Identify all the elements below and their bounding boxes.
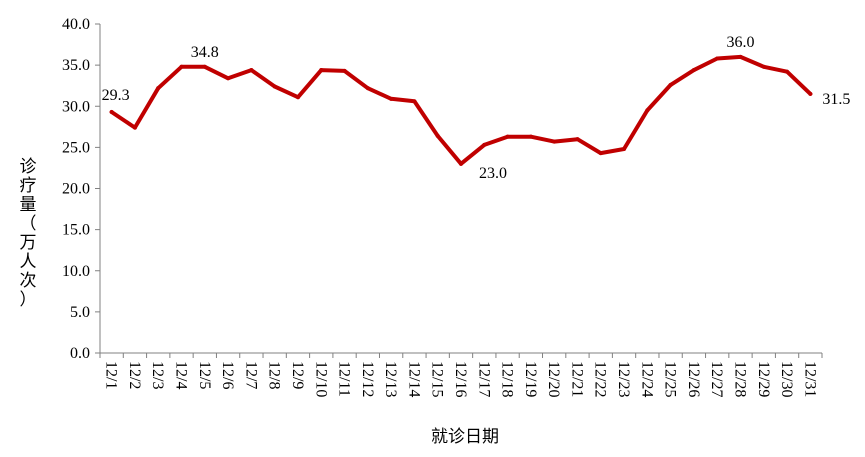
- x-tick-label: 12/21: [568, 361, 585, 397]
- data-label: 29.3: [102, 87, 130, 104]
- x-tick-label: 12/29: [755, 361, 772, 397]
- data-point: [412, 99, 417, 104]
- data-point: [505, 134, 510, 139]
- data-point: [785, 69, 790, 74]
- data-point: [295, 95, 300, 100]
- data-label: 31.5: [822, 91, 850, 108]
- x-tick-label: 12/2: [126, 361, 143, 389]
- data-point: [645, 108, 650, 113]
- y-axis-title-char: 诊: [20, 157, 37, 177]
- x-tick-label: 12/28: [731, 361, 748, 397]
- x-tick-label: 12/18: [499, 361, 516, 397]
- y-tick-label: 5.0: [70, 304, 90, 321]
- x-tick-label: 12/22: [592, 361, 609, 397]
- data-point: [179, 64, 184, 69]
- x-tick-label: 12/25: [662, 361, 679, 397]
- data-point: [342, 68, 347, 73]
- x-tick-label: 12/13: [382, 361, 399, 397]
- x-tick-label: 12/3: [149, 361, 166, 389]
- x-tick-label: 12/12: [359, 361, 376, 397]
- x-tick-label: 12/11: [336, 361, 353, 397]
- y-tick-label: 15.0: [62, 222, 90, 239]
- x-axis-ticks: 12/1 12/2 12/3 12/4 12/5 12/6 12/7 12/8 12/9 12/1…: [99, 353, 823, 397]
- data-point: [389, 96, 394, 101]
- x-axis-title: 就诊日期: [431, 427, 499, 447]
- series-line: [109, 54, 813, 166]
- data-point: [808, 91, 813, 96]
- x-tick-label: 12/26: [685, 361, 702, 397]
- y-axis-title-char: 量: [20, 195, 37, 215]
- x-tick-label: 12/15: [429, 361, 446, 397]
- data-point: [691, 68, 696, 73]
- x-tick-label: 12/31: [801, 361, 818, 397]
- data-point: [552, 139, 557, 144]
- data-point: [249, 68, 254, 73]
- data-point: [761, 64, 766, 69]
- data-point: [132, 125, 137, 130]
- x-tick-label: 12/8: [266, 361, 283, 389]
- data-point: [319, 68, 324, 73]
- x-tick-label: 12/7: [242, 361, 259, 389]
- data-point: [435, 133, 440, 138]
- x-tick-label: 12/5: [196, 361, 213, 389]
- data-point: [528, 134, 533, 139]
- y-axis-title-char: （: [20, 214, 37, 234]
- x-tick-label: 12/9: [289, 361, 306, 389]
- y-tick-label: 25.0: [62, 139, 90, 156]
- y-axis-title-char: 次: [20, 271, 37, 291]
- data-label: 36.0: [726, 34, 754, 51]
- y-axis-title-char: ）: [20, 290, 37, 310]
- data-point: [668, 82, 673, 87]
- data-point: [715, 56, 720, 61]
- y-tick-label: 30.0: [62, 98, 90, 115]
- data-point: [575, 137, 580, 142]
- x-tick-label: 12/30: [778, 361, 795, 397]
- x-tick-label: 12/24: [638, 361, 655, 397]
- y-tick-label: 20.0: [62, 181, 90, 198]
- x-tick-label: 12/27: [708, 361, 725, 397]
- data-labels: 29.3 34.8 23.0 36.0 31.5: [102, 34, 851, 182]
- data-point: [598, 151, 603, 156]
- x-tick-label: 12/10: [312, 361, 329, 397]
- x-tick-label: 12/14: [405, 361, 422, 397]
- data-point: [156, 86, 161, 91]
- data-point: [738, 54, 743, 59]
- data-point: [482, 142, 487, 147]
- y-axis-title-char: 疗: [20, 176, 37, 196]
- data-label: 23.0: [479, 165, 507, 182]
- x-tick-label: 12/6: [219, 361, 236, 389]
- x-tick-label: 12/17: [475, 361, 492, 397]
- data-point: [202, 64, 207, 69]
- y-tick-label: 40.0: [62, 16, 90, 33]
- x-tick-label: 12/19: [522, 361, 539, 397]
- y-axis-title: 诊疗量（万人次）: [20, 157, 37, 310]
- data-point: [365, 86, 370, 91]
- y-tick-label: 10.0: [62, 263, 90, 280]
- data-point: [226, 76, 231, 81]
- y-axis-ticks: 0.0 5.0 10.0 15.0 20.0 25.0 30.0 35.0 40.0: [62, 16, 100, 362]
- x-tick-label: 12/4: [173, 361, 190, 389]
- x-tick-label: 12/20: [545, 361, 562, 397]
- y-tick-label: 35.0: [62, 57, 90, 74]
- y-axis-title-char: 万: [20, 233, 37, 253]
- data-label: 34.8: [191, 44, 219, 61]
- data-points: [109, 54, 813, 166]
- y-axis-title-char: 人: [20, 252, 37, 272]
- x-tick-label: 12/16: [452, 361, 469, 397]
- data-point: [459, 161, 463, 166]
- y-tick-label: 0.0: [70, 345, 90, 362]
- x-tick-label: 12/23: [615, 361, 632, 397]
- data-point: [272, 84, 277, 89]
- data-point: [622, 147, 627, 152]
- axes: [99, 24, 822, 354]
- x-tick-label: 12/1: [103, 361, 120, 389]
- data-point: [109, 110, 114, 115]
